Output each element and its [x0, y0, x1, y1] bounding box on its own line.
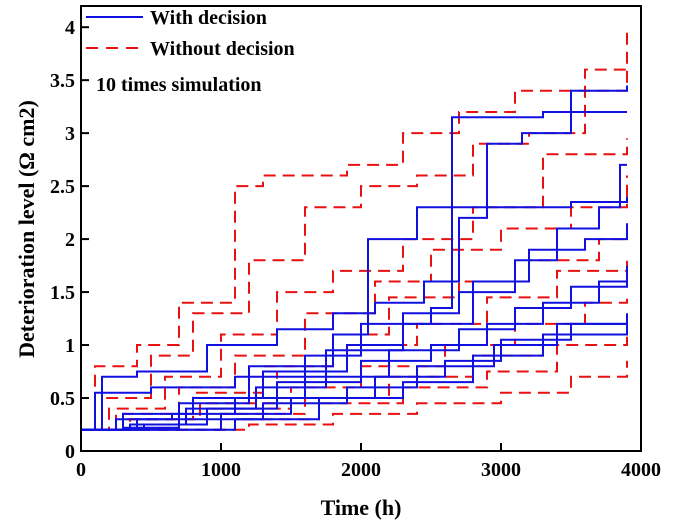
- series-line-without-decision-10: [81, 32, 628, 431]
- series-line-without-decision-19: [81, 360, 628, 431]
- x-tick-label: 2000: [341, 459, 381, 481]
- y-tick-label: 2: [65, 229, 75, 251]
- annotation: 10 times simulation: [96, 74, 262, 96]
- legend-label-with-decision: With decision: [150, 7, 267, 29]
- series-line-with-decision-7: [81, 313, 628, 431]
- y-tick-label: 2.5: [50, 176, 75, 198]
- series-line-with-decision-6: [81, 276, 628, 431]
- y-tick-label: 1.5: [50, 282, 75, 304]
- y-tick-label: 3: [65, 123, 75, 145]
- x-tick-label: 3000: [481, 459, 521, 481]
- x-axis-title: Time (h): [321, 495, 402, 520]
- series-line-with-decision-0: [81, 85, 628, 431]
- y-axis-title: Deterioration level (Ω cm2): [14, 100, 39, 358]
- series-layer: [81, 32, 628, 431]
- series-line-with-decision-9: [81, 323, 628, 431]
- y-tick-label: 0: [65, 441, 75, 463]
- series-line-with-decision-2: [81, 163, 627, 431]
- y-tick-label: 0.5: [50, 388, 75, 410]
- y-tick-label: 4: [65, 17, 75, 39]
- legend-label-without-decision: Without decision: [150, 38, 295, 60]
- x-tick-label: 1000: [201, 459, 241, 481]
- y-tick-label: 1: [65, 335, 75, 357]
- x-tick-label: 0: [76, 459, 86, 481]
- y-tick-label: 3.5: [50, 70, 75, 92]
- x-tick-label: 4000: [621, 459, 661, 481]
- series-line-with-decision-1: [81, 111, 627, 431]
- series-line-with-decision-8: [81, 316, 628, 431]
- legend: With decision Without decision: [86, 7, 295, 60]
- ticks-layer: 0 1000 2000 3000 4000 0 0.5 1 1.5 2 2.5 3 3.5 4: [50, 17, 661, 481]
